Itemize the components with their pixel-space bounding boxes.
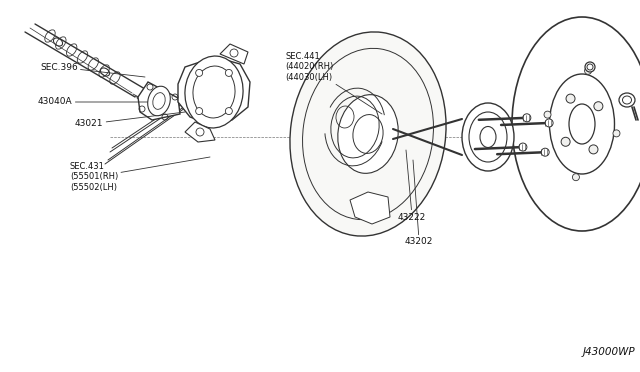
Ellipse shape xyxy=(196,128,204,136)
Ellipse shape xyxy=(225,70,232,76)
Ellipse shape xyxy=(623,96,632,104)
Text: SEC.396: SEC.396 xyxy=(40,62,145,77)
Text: 43080J: 43080J xyxy=(628,99,640,112)
Ellipse shape xyxy=(544,111,551,118)
Text: 43222: 43222 xyxy=(398,150,426,221)
Ellipse shape xyxy=(225,108,232,115)
Text: 43207: 43207 xyxy=(540,172,577,221)
Ellipse shape xyxy=(519,143,527,151)
Text: 43021: 43021 xyxy=(75,112,185,128)
Polygon shape xyxy=(220,44,248,64)
Text: 43202: 43202 xyxy=(405,160,433,247)
Ellipse shape xyxy=(196,108,203,115)
Ellipse shape xyxy=(523,114,531,122)
Ellipse shape xyxy=(290,32,446,236)
Ellipse shape xyxy=(561,137,570,146)
Polygon shape xyxy=(178,57,250,124)
Ellipse shape xyxy=(584,67,591,74)
Text: SEC.431
(55501(RH)
(55502(LH): SEC.431 (55501(RH) (55502(LH) xyxy=(70,157,210,192)
Ellipse shape xyxy=(469,112,507,162)
Ellipse shape xyxy=(585,62,595,72)
Text: 43040A: 43040A xyxy=(38,97,158,106)
Text: SEC.441
(44020(RH)
(44030(LH): SEC.441 (44020(RH) (44030(LH) xyxy=(285,52,382,114)
Ellipse shape xyxy=(566,94,575,103)
Ellipse shape xyxy=(545,119,553,127)
Ellipse shape xyxy=(587,64,593,70)
Ellipse shape xyxy=(196,70,203,76)
Ellipse shape xyxy=(613,130,620,137)
Ellipse shape xyxy=(185,56,243,128)
Polygon shape xyxy=(350,192,390,224)
Polygon shape xyxy=(185,122,215,142)
Ellipse shape xyxy=(569,104,595,144)
Ellipse shape xyxy=(619,93,635,107)
Text: 43080B: 43080B xyxy=(626,104,640,122)
Ellipse shape xyxy=(353,115,383,153)
Polygon shape xyxy=(138,82,180,120)
Ellipse shape xyxy=(462,103,514,171)
Ellipse shape xyxy=(338,94,398,173)
Ellipse shape xyxy=(148,86,170,116)
Ellipse shape xyxy=(541,148,549,156)
Ellipse shape xyxy=(550,74,614,174)
Ellipse shape xyxy=(153,93,165,109)
Ellipse shape xyxy=(193,66,235,118)
Ellipse shape xyxy=(594,102,603,111)
Ellipse shape xyxy=(572,174,579,181)
Ellipse shape xyxy=(512,17,640,231)
Ellipse shape xyxy=(230,49,238,57)
Text: 43020P: 43020P xyxy=(592,68,640,99)
Text: J43000WP: J43000WP xyxy=(582,347,635,357)
Ellipse shape xyxy=(589,145,598,154)
Ellipse shape xyxy=(480,126,496,148)
